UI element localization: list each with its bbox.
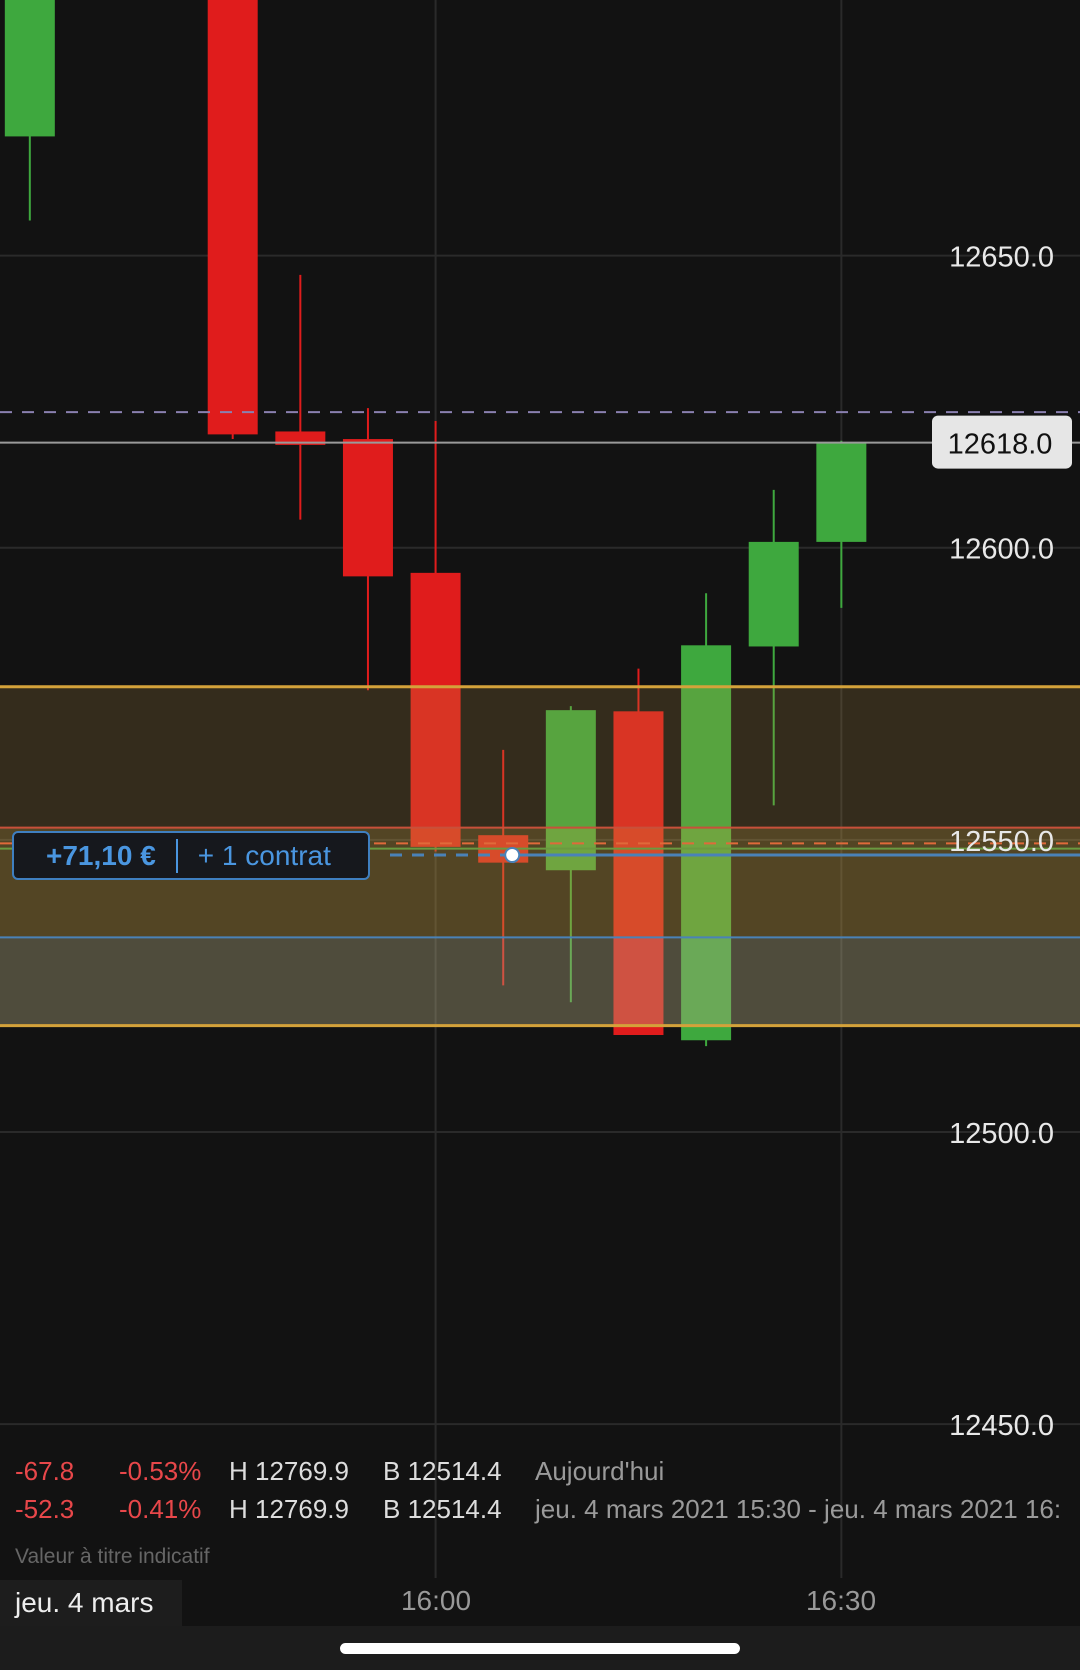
candle xyxy=(342,408,393,691)
high: H 12769.9 xyxy=(229,1494,349,1524)
position-pnl: +71,10 € xyxy=(46,839,156,871)
candle xyxy=(816,440,867,608)
high: H 12769.9 xyxy=(229,1456,349,1486)
change-pct: -0.41% xyxy=(119,1494,202,1524)
candle-body xyxy=(342,439,393,577)
stats-row-today: -67.8 -0.53% H 12769.9 B 12514.4 Aujourd… xyxy=(15,1456,664,1487)
candle-body xyxy=(4,0,55,137)
change-pct: -0.53% xyxy=(119,1456,202,1486)
x-tick-label: 16:30 xyxy=(805,1585,877,1616)
y-tick-label: 12650.0 xyxy=(949,242,1054,274)
divider xyxy=(175,838,178,873)
entry-marker xyxy=(504,847,521,864)
candle xyxy=(613,668,664,1036)
stats-row-range: -52.3 -0.41% H 12769.9 B 12514.4 jeu. 4 … xyxy=(15,1494,1061,1525)
position-pnl-badge[interactable]: +71,10 € + 1 contrat xyxy=(12,831,370,880)
current-price-badge xyxy=(932,415,1072,469)
period: Aujourd'hui xyxy=(535,1456,665,1486)
disclaimer: Valeur à titre indicatif xyxy=(15,1545,210,1568)
change: -67.8 xyxy=(15,1456,75,1486)
candle-body xyxy=(207,0,258,435)
change: -52.3 xyxy=(15,1494,75,1524)
candle-body xyxy=(275,431,326,445)
candle xyxy=(4,0,55,221)
candle xyxy=(410,420,461,852)
low: B 12514.4 xyxy=(383,1456,502,1486)
candle-body xyxy=(410,572,461,847)
y-tick-label: 12500.0 xyxy=(949,1118,1054,1150)
y-tick-label: 12550.0 xyxy=(949,826,1054,858)
home-indicator[interactable] xyxy=(340,1643,740,1654)
candle xyxy=(748,489,799,806)
candle-body xyxy=(816,442,867,542)
period: jeu. 4 mars 2021 15:30 - jeu. 4 mars 202… xyxy=(535,1494,1062,1524)
x-tick-label: 16:00 xyxy=(400,1585,472,1616)
candle xyxy=(275,274,326,520)
candle-body xyxy=(748,541,799,647)
zone-lower xyxy=(0,937,1080,1026)
date-label: jeu. 4 mars xyxy=(0,1580,182,1626)
low: B 12514.4 xyxy=(383,1494,502,1524)
zone-upper xyxy=(0,686,1080,828)
position-quantity: + 1 contrat xyxy=(197,839,331,871)
candle xyxy=(207,0,258,440)
candle-body xyxy=(613,711,664,1036)
current-price-label: 12618.0 xyxy=(948,429,1053,461)
y-tick-label: 12600.0 xyxy=(949,534,1054,566)
y-tick-label: 12450.0 xyxy=(949,1410,1054,1442)
